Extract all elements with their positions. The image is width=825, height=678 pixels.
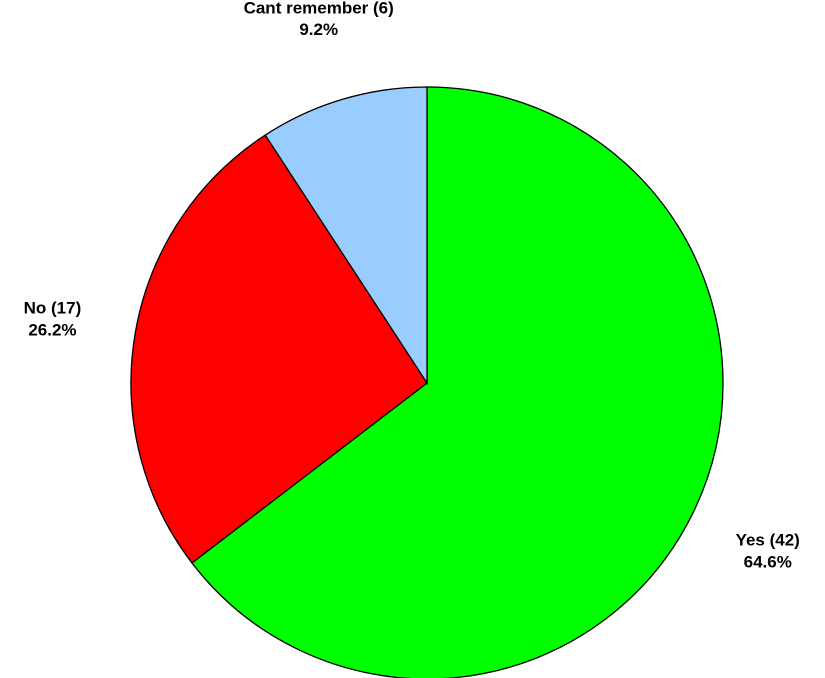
slice-value-label: 26.2%	[28, 320, 76, 339]
slice-label: Yes (42)	[736, 531, 800, 550]
pie-slice	[130, 134, 428, 564]
pie-slice	[191, 86, 724, 678]
pie-slice	[264, 86, 428, 386]
slice-value-label: 9.2%	[299, 20, 338, 39]
slice-label: Cant remember (6)	[244, 0, 394, 17]
slice-label: No (17)	[24, 298, 82, 317]
slice-value-label: 64.6%	[744, 553, 792, 572]
